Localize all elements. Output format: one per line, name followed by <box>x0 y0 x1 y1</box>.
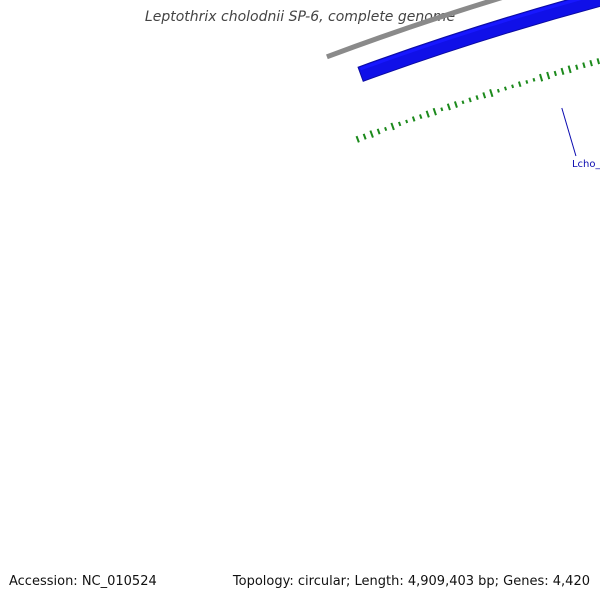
gene-label: Lcho_4076 <box>572 159 600 170</box>
gc-skew-tick <box>411 116 416 122</box>
forward-gene-arrow <box>357 0 600 82</box>
gene-leader-line <box>561 107 577 157</box>
gc-skew-tick <box>582 62 586 69</box>
gc-skew-tick <box>546 71 551 80</box>
gc-skew-tick <box>397 121 402 127</box>
gc-skew-tick <box>553 70 558 77</box>
gc-skew-tick <box>461 100 465 105</box>
gc-skew-tick <box>532 77 536 82</box>
gc-skew-tick <box>432 107 437 116</box>
gc-skew-tick <box>384 126 388 132</box>
genome-title: Leptothrix cholodnii SP-6, complete geno… <box>144 9 456 25</box>
gc-skew-tick <box>453 101 458 108</box>
gc-skew-tick <box>567 65 572 74</box>
gc-skew-tick <box>475 95 479 101</box>
gc-skew-tick <box>539 73 544 82</box>
gc-skew-tick <box>390 122 395 131</box>
gc-skew-tick <box>355 135 360 143</box>
gc-skew-tick <box>517 81 522 88</box>
gc-skew-tick <box>369 130 374 138</box>
gc-skew-tick <box>446 103 451 111</box>
gene-highlight <box>360 0 582 71</box>
gc-skew-tick <box>575 64 579 70</box>
gc-skew-tick <box>511 84 515 89</box>
gc-skew-tick <box>525 79 529 84</box>
forward-strand-genes <box>357 0 600 82</box>
gc-skew-tick <box>468 97 472 103</box>
gc-skew-tick <box>419 114 423 119</box>
genome-summary-text: Topology: circular; Length: 4,909,403 bp… <box>232 574 590 589</box>
gc-skew-tick <box>503 86 508 91</box>
gc-skew-tick <box>482 92 487 99</box>
gc-skew-tick <box>496 88 500 93</box>
gc-skew-tick <box>425 110 430 118</box>
gc-skew-tick <box>405 119 409 124</box>
gc-skew-tick <box>362 133 367 140</box>
gc-skew-tick <box>489 88 494 98</box>
accession-text: Accession: NC_010524 <box>9 574 157 589</box>
gc-skew-tick <box>440 107 444 112</box>
gc-skew-track-inner <box>355 58 600 143</box>
gc-skew-tick <box>596 58 600 65</box>
gene-label-leaders: Lcho_4076Lcho_4077Lcho_4078Lcho_4079Lcho… <box>561 107 600 170</box>
gc-skew-tick <box>560 67 565 75</box>
gc-skew-tick <box>589 60 593 67</box>
gc-skew-tick <box>376 128 381 135</box>
